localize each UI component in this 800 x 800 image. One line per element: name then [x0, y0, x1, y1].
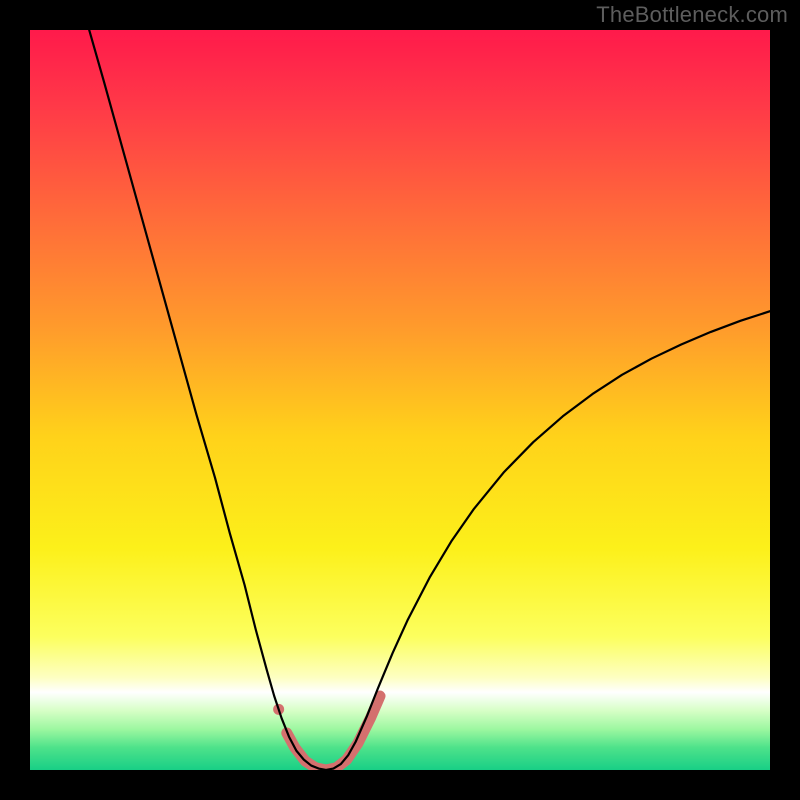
- bottleneck-chart: [0, 0, 800, 800]
- chart-frame: TheBottleneck.com: [0, 0, 800, 800]
- watermark-text: TheBottleneck.com: [596, 2, 788, 28]
